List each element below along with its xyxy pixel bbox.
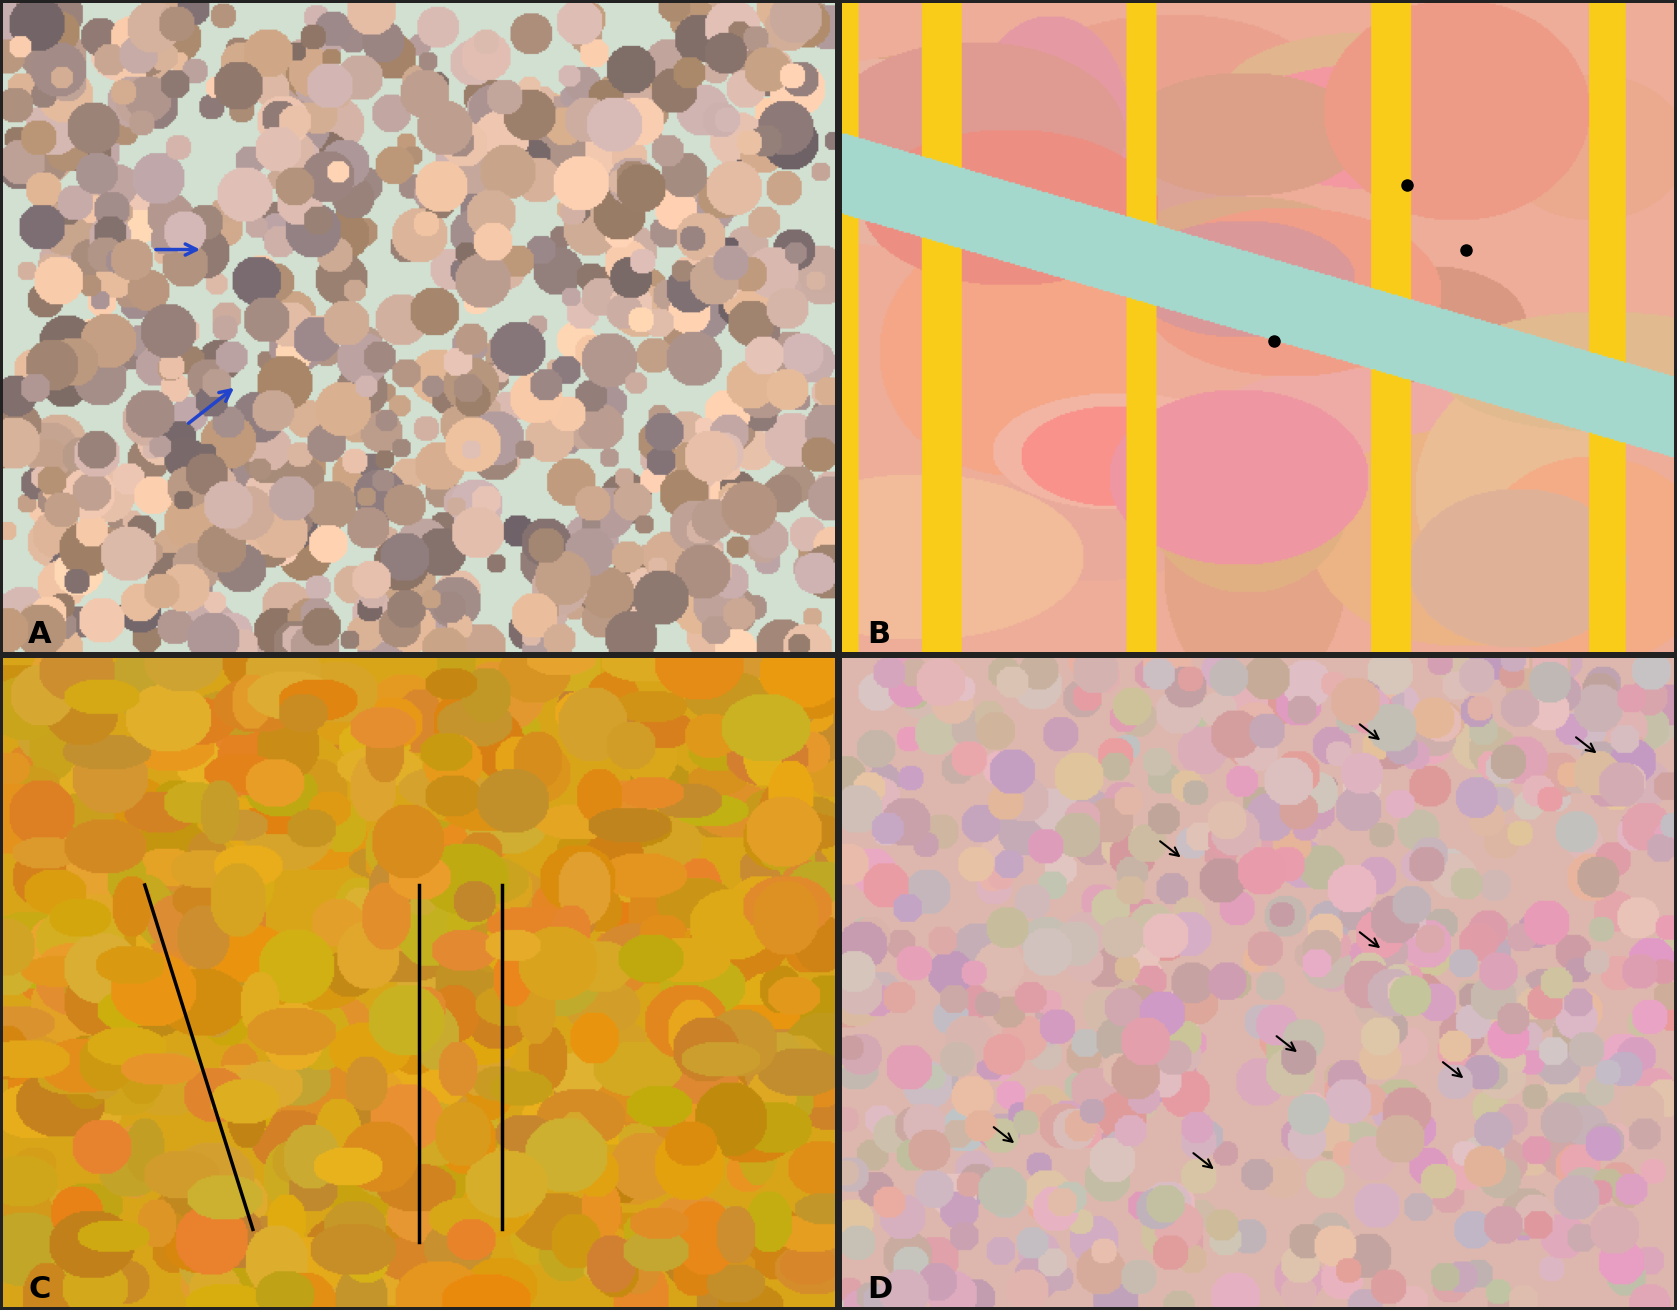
Text: B: B xyxy=(867,620,890,648)
Text: A: A xyxy=(29,620,52,648)
Text: C: C xyxy=(29,1275,50,1303)
Text: D: D xyxy=(867,1275,892,1303)
